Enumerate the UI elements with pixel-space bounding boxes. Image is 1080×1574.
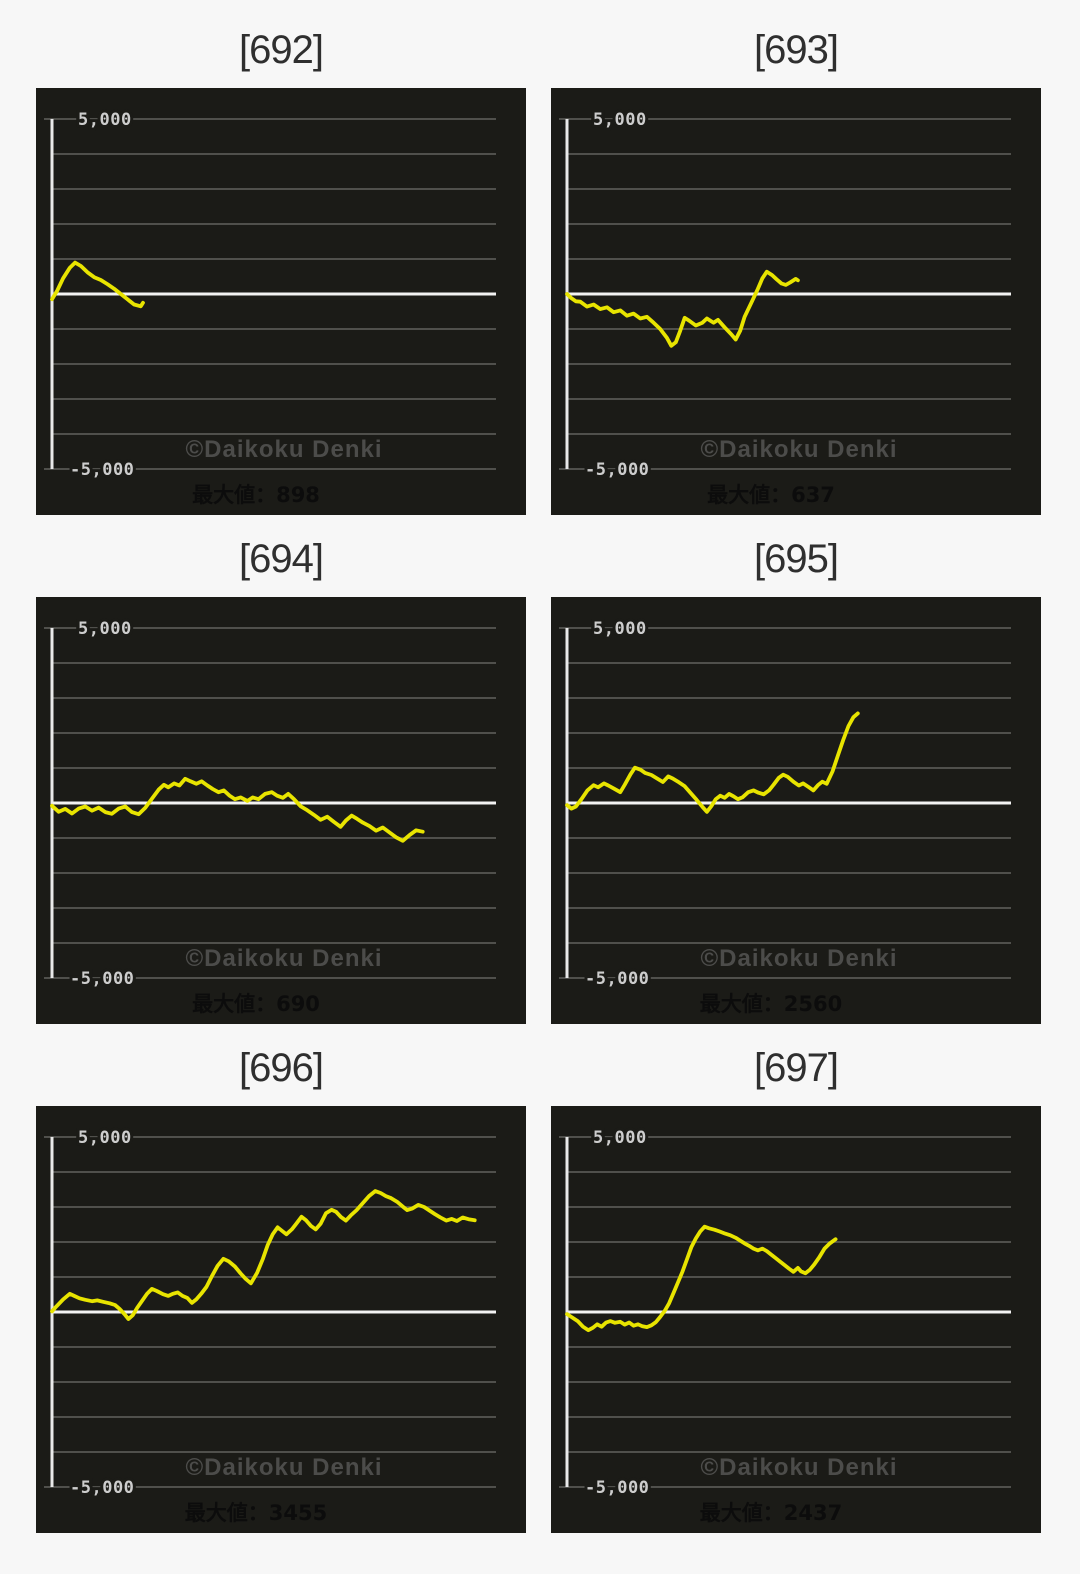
- chart-cell-695: [695] 5,000 -5,000 ©Daikoku Denki 最大値：2560: [551, 515, 1041, 1024]
- y-axis-label-top: 5,000: [78, 110, 132, 130]
- series-line: [50, 776, 425, 843]
- series-line: [565, 269, 800, 348]
- max-value-text: 最大値：2437: [700, 1501, 842, 1525]
- y-axis-label-top: 5,000: [78, 619, 132, 639]
- slump-graph-697: 5,000 -5,000 ©Daikoku Denki 最大値：2437: [559, 1125, 1011, 1525]
- max-value-text: 最大値：3455: [185, 1501, 327, 1525]
- chart-title-694: [694]: [239, 537, 324, 581]
- slump-graph-panel-695: 5,000 -5,000 ©Daikoku Denki 最大値：2560: [551, 597, 1041, 1024]
- watermark-text: ©Daikoku Denki: [185, 1454, 382, 1481]
- watermark-text: ©Daikoku Denki: [700, 436, 897, 463]
- chart-cell-697: [697] 5,000 -5,000 ©Daikoku Denki 最大値：2437: [551, 1024, 1041, 1533]
- slump-graph-panel-696: 5,000 -5,000 ©Daikoku Denki 最大値：3455: [36, 1106, 526, 1533]
- slump-graph-panel-693: 5,000 -5,000 ©Daikoku Denki 最大値：637: [551, 88, 1041, 515]
- slump-graph-696: 5,000 -5,000 ©Daikoku Denki 最大値：3455: [44, 1125, 496, 1525]
- chart-cell-694: [694] 5,000 -5,000 ©Daikoku Denki 最大値：690: [36, 515, 526, 1024]
- watermark-text: ©Daikoku Denki: [700, 945, 897, 972]
- y-axis-label-bottom: -5,000: [70, 460, 134, 480]
- watermark-text: ©Daikoku Denki: [185, 436, 382, 463]
- slump-graph-694: 5,000 -5,000 ©Daikoku Denki 最大値：690: [44, 616, 496, 1016]
- chart-cell-692: [692] 5,000 -5,000 ©Daikoku Denki 最大値：898: [36, 6, 526, 515]
- max-value-text: 最大値：898: [192, 483, 320, 507]
- y-axis-label-top: 5,000: [593, 1128, 647, 1148]
- y-axis-label-top: 5,000: [593, 619, 647, 639]
- slump-graph-panel-697: 5,000 -5,000 ©Daikoku Denki 最大値：2437: [551, 1106, 1041, 1533]
- max-value-text: 最大値：637: [707, 483, 835, 507]
- series-line: [565, 711, 860, 814]
- slump-graph-panel-692: 5,000 -5,000 ©Daikoku Denki 最大値：898: [36, 88, 526, 515]
- y-axis-label-top: 5,000: [78, 1128, 132, 1148]
- series-line: [50, 260, 145, 309]
- series-line: [50, 1189, 477, 1321]
- y-axis-label-top: 5,000: [593, 110, 647, 130]
- chart-cell-696: [696] 5,000 -5,000 ©Daikoku Denki 最大値：3455: [36, 1024, 526, 1533]
- max-value-text: 最大値：2560: [700, 992, 842, 1016]
- max-value-text: 最大値：690: [192, 992, 320, 1016]
- y-axis-label-bottom: -5,000: [585, 1478, 649, 1498]
- chart-title-697: [697]: [754, 1046, 839, 1090]
- chart-title-696: [696]: [239, 1046, 324, 1090]
- series-line: [565, 1224, 838, 1333]
- y-axis-label-bottom: -5,000: [70, 969, 134, 989]
- chart-title-695: [695]: [754, 537, 839, 581]
- slump-graph-693: 5,000 -5,000 ©Daikoku Denki 最大値：637: [559, 107, 1011, 507]
- watermark-text: ©Daikoku Denki: [185, 945, 382, 972]
- y-axis-label-bottom: -5,000: [70, 1478, 134, 1498]
- slump-graph-panel-694: 5,000 -5,000 ©Daikoku Denki 最大値：690: [36, 597, 526, 1024]
- watermark-text: ©Daikoku Denki: [700, 1454, 897, 1481]
- y-axis-label-bottom: -5,000: [585, 969, 649, 989]
- chart-title-692: [692]: [239, 28, 324, 72]
- slump-graph-692: 5,000 -5,000 ©Daikoku Denki 最大値：898: [44, 107, 496, 507]
- y-axis-label-bottom: -5,000: [585, 460, 649, 480]
- chart-cell-693: [693] 5,000 -5,000 ©Daikoku Denki 最大値：637: [551, 6, 1041, 515]
- chart-title-693: [693]: [754, 28, 839, 72]
- slump-graph-695: 5,000 -5,000 ©Daikoku Denki 最大値：2560: [559, 616, 1011, 1016]
